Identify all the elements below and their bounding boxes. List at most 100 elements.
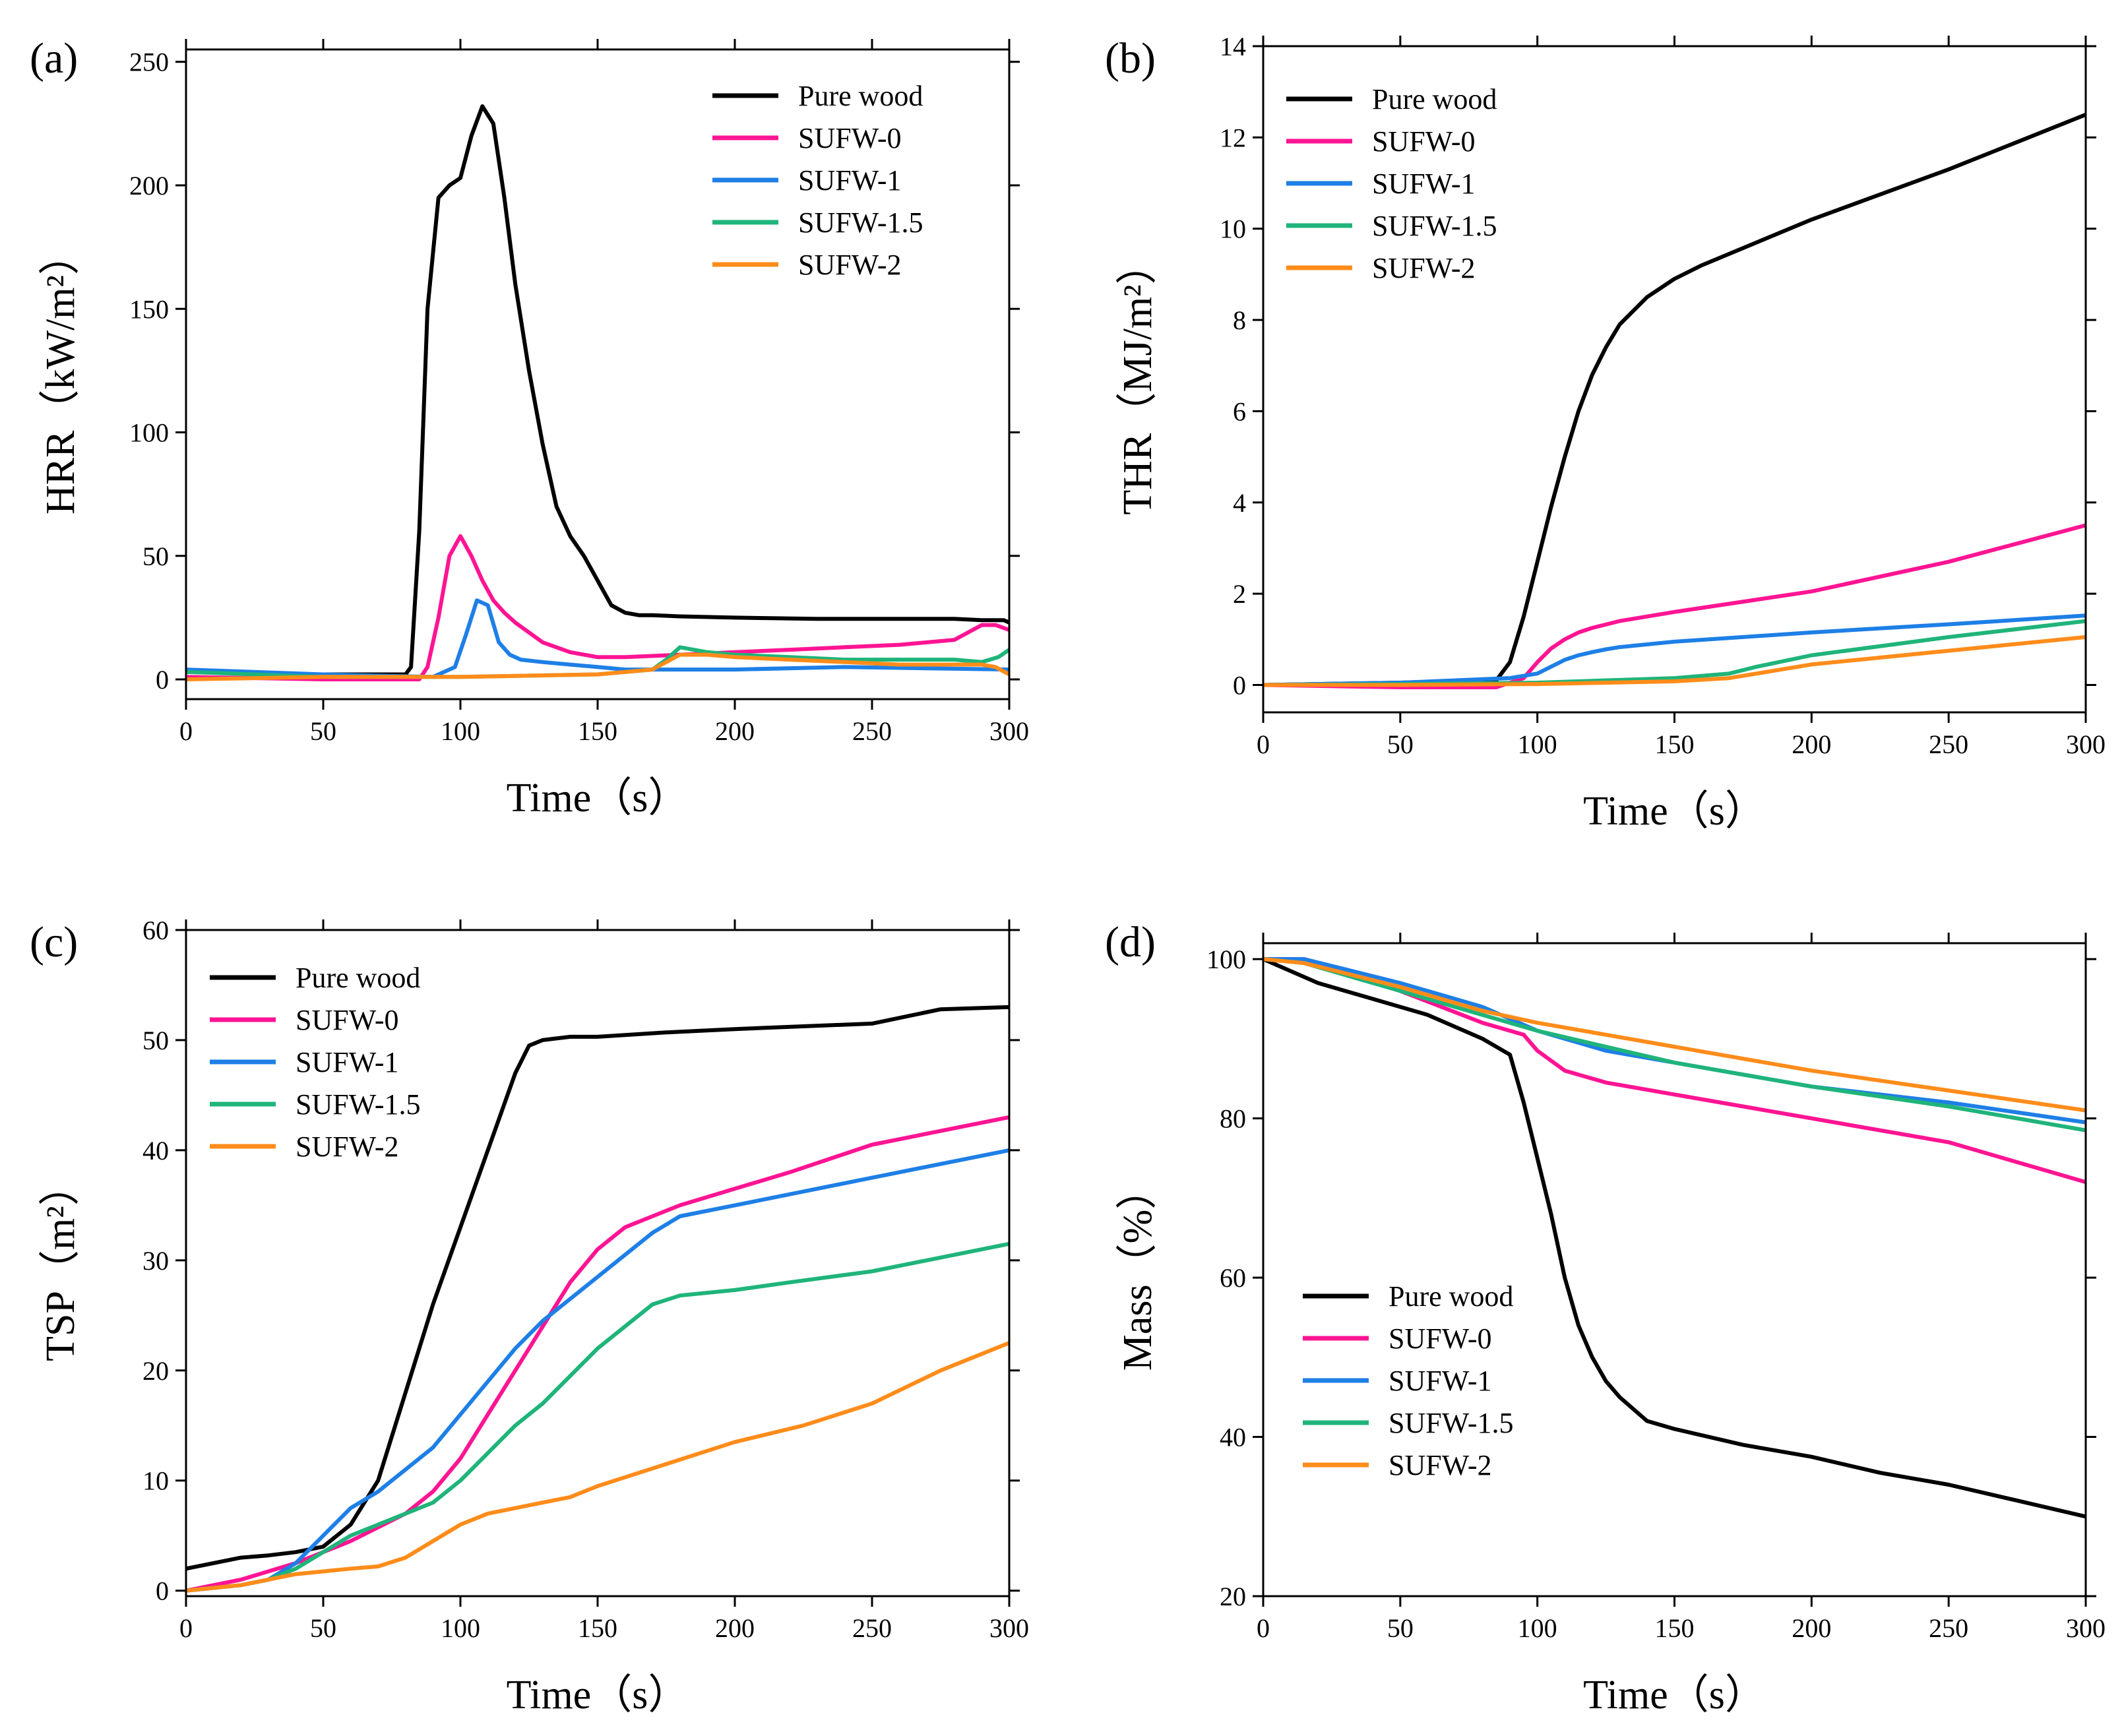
x-tick-label: 0 bbox=[179, 716, 193, 746]
series-line-sufw-2 bbox=[1263, 635, 2086, 687]
y-tick-label: 10 bbox=[1220, 214, 1246, 244]
x-tick-label: 50 bbox=[1387, 1613, 1414, 1643]
series-line-sufw-2 bbox=[186, 1341, 1009, 1593]
y-tick-label: 80 bbox=[1220, 1104, 1246, 1134]
legend-label: SUFW-0 bbox=[296, 1004, 398, 1036]
y-tick-label: 150 bbox=[129, 294, 169, 324]
x-tick-label: 150 bbox=[578, 716, 617, 746]
legend-label: Pure wood bbox=[1372, 83, 1497, 115]
x-tick-label: 250 bbox=[852, 716, 892, 746]
x-axis-label: Time（s） bbox=[1583, 789, 1766, 834]
plot-frame bbox=[1262, 942, 2087, 1597]
legend-label: SUFW-1 bbox=[1372, 168, 1475, 200]
x-tick-label: 50 bbox=[310, 716, 336, 746]
x-tick-label: 300 bbox=[2066, 729, 2106, 759]
y-axis-label: THR（MJ/m²） bbox=[1115, 243, 1160, 514]
y-tick-label: 250 bbox=[129, 47, 169, 77]
y-tick-label: 100 bbox=[129, 418, 169, 448]
y-tick-label: 14 bbox=[1220, 32, 1246, 61]
legend-label: SUFW-2 bbox=[1389, 1449, 1491, 1481]
x-tick-label: 150 bbox=[1655, 729, 1695, 759]
legend-label: SUFW-1 bbox=[798, 164, 901, 197]
series-line-sufw-1 bbox=[1263, 613, 2086, 687]
panel-2: 0 50 100 150 200 250 300 0 10 20 30 40 50 60 Time（s） TS… bbox=[30, 915, 1029, 1718]
x-tick-label: 150 bbox=[1655, 1613, 1695, 1643]
series-line-sufw-1 bbox=[186, 598, 1009, 679]
x-tick-label: 200 bbox=[715, 1613, 755, 1643]
legend-label: SUFW-1.5 bbox=[798, 206, 923, 239]
series-line-pure-wood bbox=[186, 1005, 1009, 1571]
panel-1: 0 50 100 150 200 250 300 0 2 4 6 8 10 12 14 Time（s） THR（… bbox=[1105, 32, 2106, 834]
y-tick-label: 60 bbox=[142, 915, 169, 945]
x-tick-label: 200 bbox=[1792, 729, 1831, 759]
y-tick-label: 50 bbox=[142, 542, 169, 571]
y-tick-label: 0 bbox=[156, 1576, 169, 1606]
series-line-sufw-0 bbox=[1263, 957, 2086, 1185]
y-tick-label: 10 bbox=[142, 1466, 169, 1496]
x-axis-label: Time（s） bbox=[507, 1673, 689, 1718]
x-tick-label: 200 bbox=[715, 716, 755, 746]
legend-label: SUFW-2 bbox=[296, 1131, 398, 1163]
panel-letter: (a) bbox=[30, 34, 78, 82]
x-tick-label: 250 bbox=[852, 1613, 892, 1643]
y-tick-label: 100 bbox=[1206, 945, 1246, 974]
x-tick-label: 250 bbox=[1929, 1613, 1968, 1643]
series-line-sufw-1-5 bbox=[186, 1241, 1009, 1593]
x-tick-label: 200 bbox=[1792, 1613, 1831, 1643]
legend: Pure wood SUFW-0 SUFW-1 SUFW-1.5 SUFW-2 bbox=[1286, 83, 1497, 284]
y-tick-label: 40 bbox=[1220, 1423, 1246, 1452]
series-line-sufw-1-5 bbox=[1263, 619, 2086, 687]
x-tick-label: 50 bbox=[1387, 729, 1414, 759]
legend-label: SUFW-1 bbox=[296, 1046, 398, 1078]
x-tick-label: 100 bbox=[441, 716, 480, 746]
x-tick-label: 300 bbox=[2066, 1613, 2106, 1643]
y-tick-label: 8 bbox=[1233, 305, 1246, 335]
legend-label: SUFW-2 bbox=[798, 249, 901, 281]
legend-label: Pure wood bbox=[798, 80, 923, 112]
panel-3: 0 50 100 150 200 250 300 20 40 60 80 100 Time（s） Mass… bbox=[1105, 918, 2106, 1718]
legend: Pure wood SUFW-0 SUFW-1 SUFW-1.5 SUFW-2 bbox=[210, 962, 420, 1163]
y-tick-label: 50 bbox=[142, 1026, 169, 1055]
panel-0: 0 50 100 150 200 250 300 0 50 100 150 200 250 Time（s）… bbox=[30, 34, 1029, 821]
y-tick-label: 4 bbox=[1233, 488, 1246, 518]
series-line-pure-wood bbox=[186, 104, 1009, 677]
series-line-sufw-0 bbox=[186, 1115, 1009, 1593]
series-line-sufw-2 bbox=[186, 652, 1009, 681]
y-axis-label: HRR（kW/m²） bbox=[38, 234, 83, 514]
y-tick-label: 12 bbox=[1220, 123, 1246, 152]
panel-letter: (c) bbox=[30, 918, 78, 966]
y-tick-label: 2 bbox=[1233, 579, 1246, 609]
x-tick-label: 0 bbox=[179, 1613, 193, 1643]
series-line-sufw-0 bbox=[1263, 523, 2086, 689]
y-tick-label: 0 bbox=[1233, 670, 1246, 700]
x-tick-label: 300 bbox=[989, 716, 1029, 746]
x-tick-label: 50 bbox=[310, 1613, 336, 1643]
y-tick-label: 6 bbox=[1233, 396, 1246, 426]
y-tick-label: 30 bbox=[142, 1246, 169, 1276]
x-axis-label: Time（s） bbox=[507, 776, 689, 821]
legend: Pure wood SUFW-0 SUFW-1 SUFW-1.5 SUFW-2 bbox=[712, 80, 923, 281]
series-line-pure-wood bbox=[1263, 112, 2086, 687]
x-tick-label: 100 bbox=[441, 1613, 480, 1643]
panel-letter: (d) bbox=[1105, 918, 1156, 966]
legend-label: SUFW-1.5 bbox=[1389, 1407, 1513, 1439]
legend-label: SUFW-2 bbox=[1372, 252, 1475, 284]
x-tick-label: 100 bbox=[1518, 1613, 1557, 1643]
series-line-sufw-0 bbox=[186, 534, 1009, 681]
y-tick-label: 60 bbox=[1220, 1263, 1246, 1293]
y-axis-label: Mass（%） bbox=[1115, 1169, 1160, 1371]
series-line-pure-wood bbox=[1263, 957, 2086, 1519]
x-tick-label: 0 bbox=[1257, 729, 1270, 759]
legend-label: SUFW-0 bbox=[798, 122, 901, 154]
legend-label: SUFW-1 bbox=[1389, 1365, 1491, 1397]
legend-label: SUFW-0 bbox=[1389, 1322, 1491, 1355]
panel-letter: (b) bbox=[1105, 34, 1156, 82]
y-tick-label: 0 bbox=[156, 665, 169, 695]
legend: Pure wood SUFW-0 SUFW-1 SUFW-1.5 SUFW-2 bbox=[1303, 1280, 1513, 1481]
series-line-sufw-2 bbox=[1263, 957, 2086, 1113]
x-tick-label: 150 bbox=[578, 1613, 617, 1643]
legend-label: SUFW-0 bbox=[1372, 125, 1475, 158]
x-tick-label: 300 bbox=[989, 1613, 1029, 1643]
x-tick-label: 100 bbox=[1518, 729, 1557, 759]
